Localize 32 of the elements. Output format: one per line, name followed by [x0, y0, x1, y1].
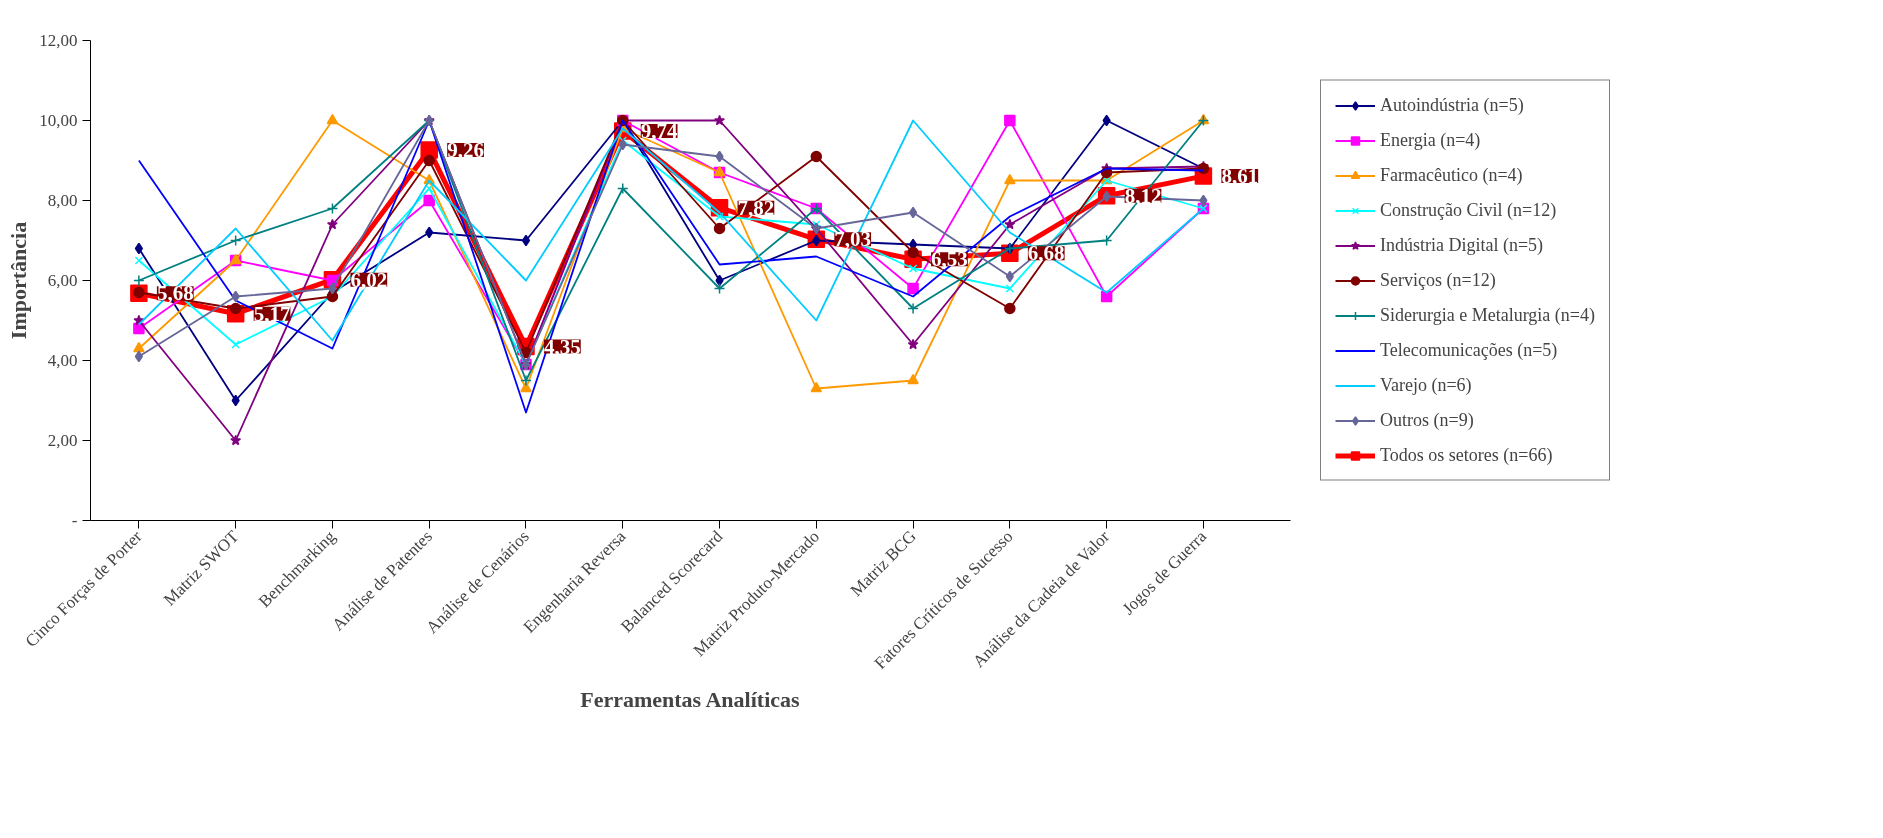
data-label: 8,61 [1221, 164, 1259, 189]
y-axis-title: Importância [6, 221, 32, 340]
y-tick-label: 10,00 [39, 111, 78, 130]
data-label: 5,17 [253, 301, 291, 326]
data-label: 7,03 [834, 227, 872, 252]
data-label: 9,74 [640, 118, 679, 143]
legend-label: Serviços (n=12) [1380, 269, 1496, 291]
data-label: 8,12 [1124, 183, 1162, 208]
y-tick-label: 12,00 [39, 31, 78, 50]
y-tick-label: - [71, 511, 78, 530]
legend-label: Farmacêutico (n=4) [1380, 164, 1523, 186]
legend-label: Telecomunicações (n=5) [1380, 339, 1558, 361]
data-label: 4,35 [543, 334, 581, 359]
data-label: 5,68 [156, 281, 194, 306]
legend-label: Outros (n=9) [1380, 409, 1474, 431]
data-label: 6,68 [1027, 241, 1065, 266]
legend-label: Todos os setores (n=66) [1380, 444, 1553, 466]
x-axis-title: Ferramentas Analíticas [580, 687, 800, 713]
y-tick-label: 2,00 [47, 431, 78, 450]
legend-label: Construção Civil (n=12) [1380, 199, 1557, 221]
data-label: 7,82 [737, 195, 775, 220]
data-label: 9,26 [447, 138, 484, 163]
data-label: 6,02 [350, 267, 388, 292]
legend-label: Autoindústria (n=5) [1380, 94, 1524, 116]
legend-label: Indústria Digital (n=5) [1380, 234, 1544, 256]
legend-label: Varejo (n=6) [1380, 374, 1472, 396]
legend-label: Energia (n=4) [1380, 129, 1481, 151]
y-tick-label: 6,00 [47, 271, 78, 290]
data-label: 6,53 [931, 247, 968, 272]
y-tick-label: 8,00 [47, 191, 78, 210]
y-tick-label: 4,00 [47, 351, 78, 370]
legend-label: Siderurgia e Metalurgia (n=4) [1380, 304, 1595, 326]
